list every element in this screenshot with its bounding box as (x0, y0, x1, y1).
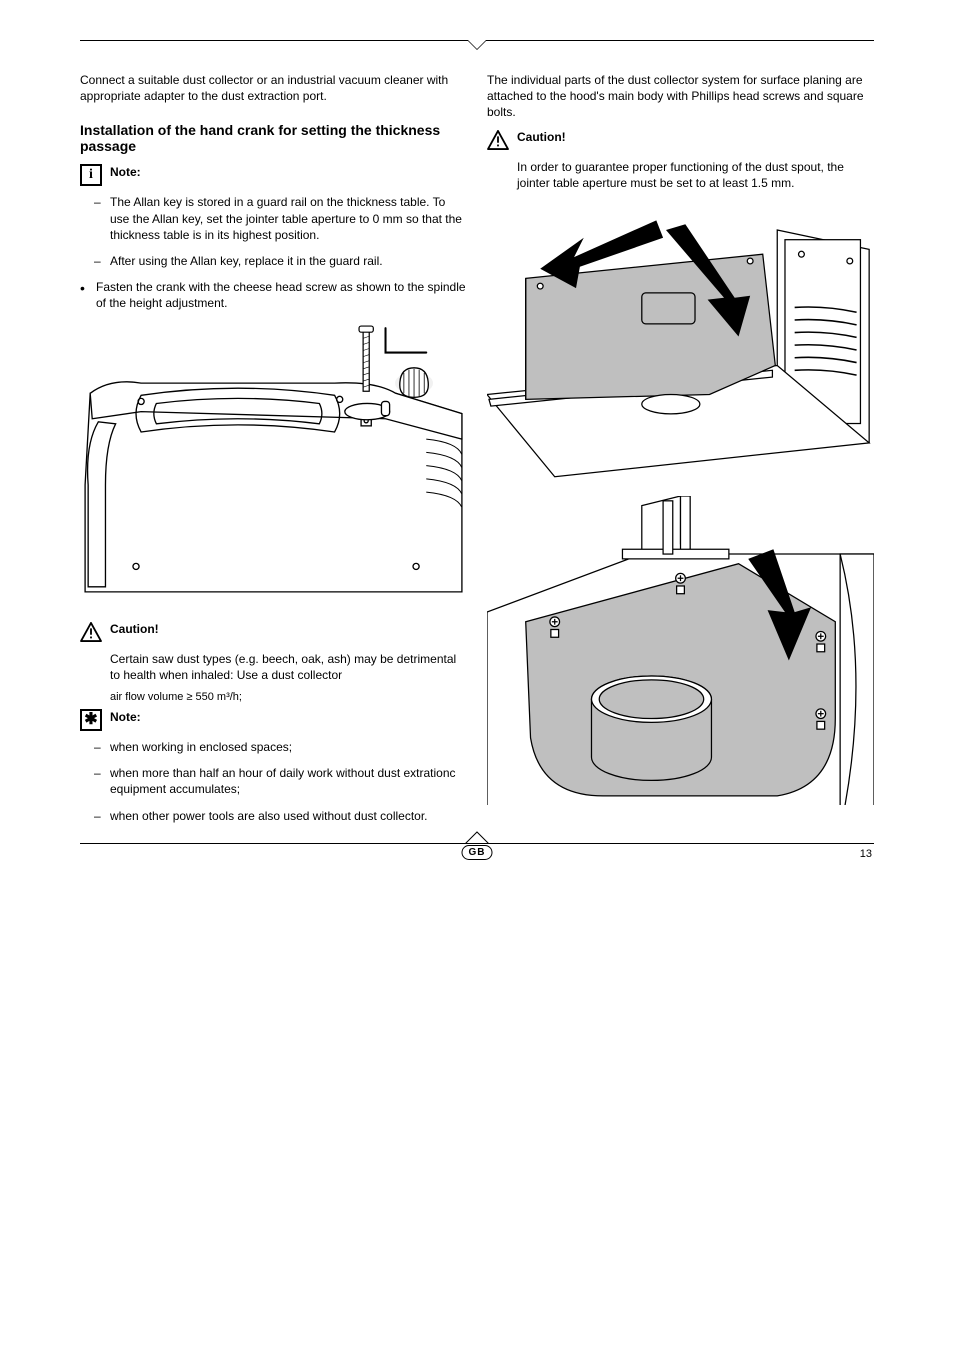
caution-body: Caution! (110, 621, 467, 637)
tip-body: Note: (110, 709, 467, 725)
note-item: After using the Allan key, replace it in… (110, 253, 467, 269)
note-lead: Note: (110, 165, 141, 179)
airflow-spec: air flow volume ≥ 550 m³/h; (80, 691, 467, 703)
note-item: The Allan key is stored in a guard rail … (110, 194, 467, 243)
info-icon: i (80, 164, 102, 186)
caution-lead-right: Caution! (517, 130, 566, 144)
right-intro: The individual parts of the dust collect… (487, 72, 874, 121)
tip-item: when other power tools are also used wit… (110, 808, 467, 824)
caution-text-right: In order to guarantee proper functioning… (487, 159, 874, 191)
caution-lead: Caution! (110, 622, 159, 636)
caution-block-right: Caution! (487, 129, 874, 151)
page-number: 13 (860, 848, 872, 860)
warning-icon (487, 129, 509, 151)
bottom-notch-icon (465, 830, 489, 844)
note-block: i Note: (80, 164, 467, 186)
left-column: Connect a suitable dust collector or an … (80, 72, 467, 834)
top-rule (80, 40, 874, 52)
right-column: The individual parts of the dust collect… (487, 72, 874, 834)
bottom-rule (80, 830, 874, 844)
warning-icon (80, 621, 102, 643)
bullet-crank-install: Fasten the crank with the cheese head sc… (80, 279, 467, 311)
tip-lead: Note: (110, 710, 141, 724)
section-heading-crank: Installation of the hand crank for setti… (80, 122, 467, 154)
intro-paragraph: Connect a suitable dust collector or an … (80, 72, 467, 104)
figure-crank (80, 322, 467, 607)
note-items: The Allan key is stored in a guard rail … (80, 194, 467, 269)
caution-block: Caution! (80, 621, 467, 643)
tip-block: ✱ Note: (80, 709, 467, 731)
tip-item: when working in enclosed spaces; (110, 739, 467, 755)
figure-hood-side (487, 496, 874, 806)
columns: Connect a suitable dust collector or an … (80, 72, 874, 834)
figure-hood-top (487, 201, 874, 482)
asterisk-icon: ✱ (80, 709, 102, 731)
tip-item: when more than half an hour of daily wor… (110, 765, 467, 797)
caution-body-right: Caution! (517, 129, 874, 145)
caution-text: Certain saw dust types (e.g. beech, oak,… (80, 651, 467, 683)
tip-items: when working in enclosed spaces; when mo… (80, 739, 467, 824)
page-language-badge: GB (462, 845, 493, 860)
page: Connect a suitable dust collector or an … (0, 0, 954, 894)
note-body: Note: (110, 164, 467, 180)
